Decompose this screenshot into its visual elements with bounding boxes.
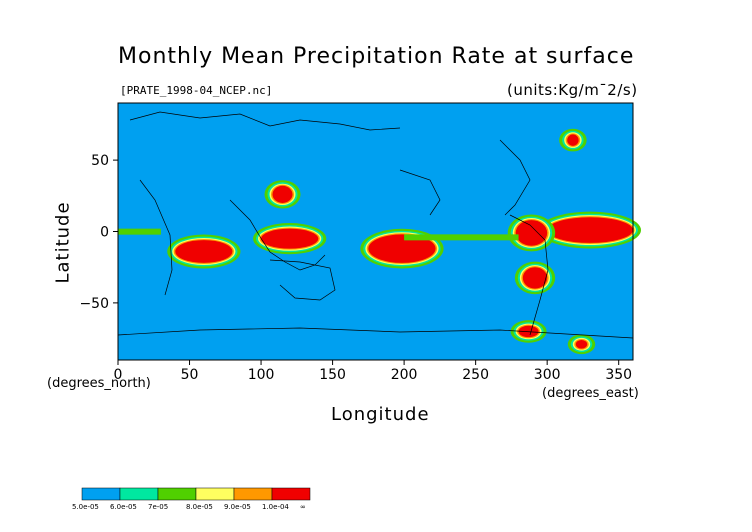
x-tick-label: 300 bbox=[534, 367, 561, 383]
coastline-6 bbox=[509, 214, 549, 336]
colorbar-bin bbox=[195, 487, 235, 501]
x-tick-label: 100 bbox=[248, 367, 275, 383]
precip-region-indian-ocean-south-4 bbox=[175, 240, 233, 263]
x-axis-note-left: (degrees_north) bbox=[47, 376, 151, 391]
colorbar-tick-label: 8.0e-05 bbox=[186, 503, 213, 511]
colorbar-bin bbox=[233, 487, 273, 501]
x-axis-label: Longitude bbox=[331, 404, 430, 425]
precip-region-south-china-east-4 bbox=[272, 185, 293, 203]
colorbar-tick-label: 7e-05 bbox=[148, 503, 169, 511]
colorbar-bin bbox=[157, 487, 197, 501]
precip-region-south-america-amazon-4 bbox=[515, 220, 548, 246]
precip-region-south-atlantic-mid-4 bbox=[522, 267, 548, 289]
colorbar-bin bbox=[119, 487, 159, 501]
coastline-5 bbox=[499, 139, 531, 216]
colorbar-tick-label: 9.0e-05 bbox=[224, 503, 251, 511]
x-axis-note-right: (degrees_east) bbox=[542, 386, 639, 401]
itcz-band-africa bbox=[118, 228, 161, 235]
x-tick-label: 200 bbox=[391, 367, 418, 383]
coastline-4 bbox=[399, 169, 441, 216]
coastline-1 bbox=[139, 179, 173, 296]
coastline-7 bbox=[117, 327, 634, 339]
y-tick-label: 0 bbox=[100, 225, 109, 241]
colorbar-bin bbox=[271, 487, 311, 501]
y-tick-label: 50 bbox=[91, 153, 109, 169]
colorbar-tick-label: 6.0e-05 bbox=[110, 503, 137, 511]
y-tick-label: −50 bbox=[79, 296, 109, 312]
colorbar-bin bbox=[81, 487, 121, 501]
precip-region-central-pacific-south-4 bbox=[368, 234, 436, 263]
x-tick-label: 250 bbox=[462, 367, 489, 383]
x-tick-label: 150 bbox=[319, 367, 346, 383]
units-label: (units:Kg/m¯2/s) bbox=[507, 81, 638, 99]
colorbar-tick-label: 5.0e-05 bbox=[72, 503, 99, 511]
coastline-3 bbox=[269, 259, 336, 301]
itcz-band-east-pacific bbox=[404, 234, 519, 241]
precip-region-weddell-patch-4 bbox=[575, 340, 588, 349]
precip-region-south-atlantic-africa-band-4 bbox=[547, 217, 633, 243]
file-label: [PRATE_1998-04_NCEP.nc] bbox=[120, 84, 273, 97]
colorbar-tick-label: 1.0e-04 bbox=[262, 503, 289, 511]
precip-region-north-atlantic-west-4 bbox=[567, 134, 579, 146]
x-tick-label: 350 bbox=[605, 367, 632, 383]
colorbar-tick-label: ∞ bbox=[300, 503, 306, 511]
coastline-2 bbox=[229, 199, 326, 271]
x-tick-label: 50 bbox=[181, 367, 199, 383]
chart-title: Monthly Mean Precipitation Rate at surfa… bbox=[118, 44, 635, 69]
precip-region-maritime-continent-4 bbox=[261, 228, 319, 249]
coastline-0 bbox=[129, 111, 401, 131]
x-tick-label: 0 bbox=[114, 367, 123, 383]
